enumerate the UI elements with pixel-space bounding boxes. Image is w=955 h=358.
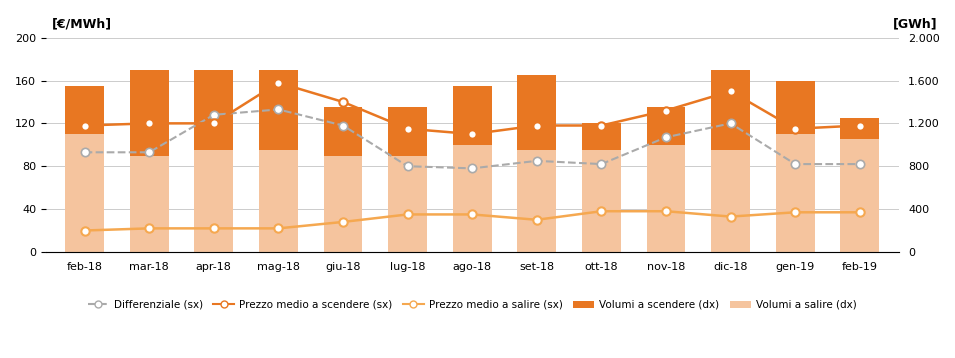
Bar — [711, 150, 750, 252]
Bar — [647, 145, 686, 252]
Bar — [775, 134, 815, 252]
Bar — [130, 70, 169, 155]
Bar — [453, 86, 492, 145]
Bar — [130, 155, 169, 252]
Text: [€/MWh]: [€/MWh] — [53, 17, 113, 30]
Text: [GWh]: [GWh] — [893, 17, 937, 30]
Bar — [65, 86, 104, 134]
Bar — [518, 75, 556, 150]
Bar — [389, 107, 427, 155]
Bar — [775, 81, 815, 134]
Bar — [65, 134, 104, 252]
Bar — [840, 139, 880, 252]
Bar — [518, 150, 556, 252]
Legend: Differenziale (sx), Prezzo medio a scendere (sx), Prezzo medio a salire (sx), Vo: Differenziale (sx), Prezzo medio a scend… — [83, 296, 860, 314]
Bar — [389, 155, 427, 252]
Bar — [195, 70, 233, 150]
Bar — [195, 150, 233, 252]
Bar — [453, 145, 492, 252]
Bar — [840, 118, 880, 139]
Bar — [582, 124, 621, 150]
Bar — [582, 150, 621, 252]
Bar — [259, 150, 298, 252]
Bar — [647, 107, 686, 145]
Bar — [324, 107, 362, 155]
Bar — [711, 70, 750, 150]
Bar — [324, 155, 362, 252]
Bar — [259, 70, 298, 150]
